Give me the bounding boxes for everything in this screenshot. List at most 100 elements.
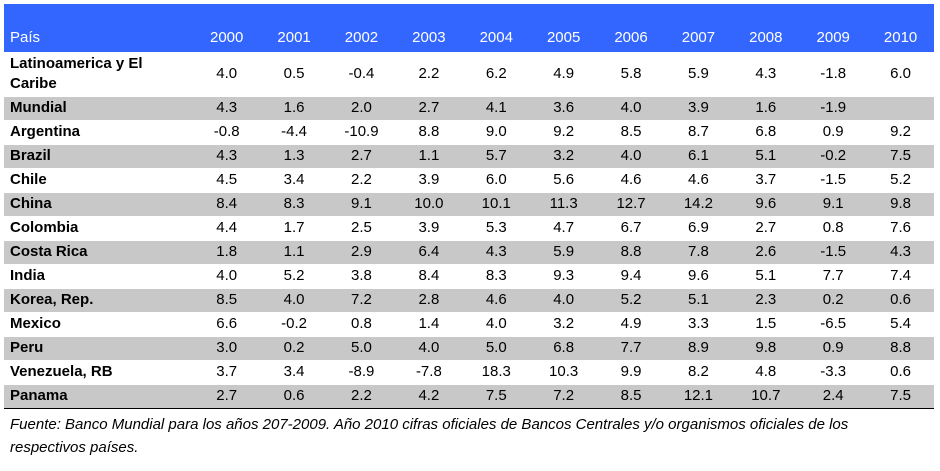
table-row: India 4.0 5.2 3.8 8.4 8.3 9.3 9.4 9.6 5.1 7.7 7.4 bbox=[4, 264, 935, 288]
growth-value: -7.8 bbox=[415, 363, 442, 380]
growth-value: 6.2 bbox=[485, 64, 507, 82]
growth-value: -6.5 bbox=[820, 315, 847, 332]
growth-value bbox=[867, 96, 934, 120]
growth-value: 4.0 bbox=[283, 291, 305, 308]
table-row: Mundial 4.3 1.6 2.0 2.7 4.1 3.6 4.0 3.9 1.6 -1.9 bbox=[4, 96, 935, 120]
growth-value: 5.2 bbox=[890, 171, 912, 188]
growth-value: 9.6 bbox=[688, 267, 709, 284]
growth-value: 4.9 bbox=[553, 64, 575, 82]
growth-value: 5.1 bbox=[755, 147, 777, 164]
growth-value: 8.8 bbox=[418, 123, 440, 140]
growth-value: 4.3 bbox=[216, 99, 238, 116]
growth-value: 5.9 bbox=[688, 64, 709, 82]
growth-value: 6.9 bbox=[688, 219, 709, 236]
growth-value: 0.9 bbox=[822, 123, 844, 140]
growth-value: 9.1 bbox=[351, 195, 372, 212]
table-row: Chile 4.5 3.4 2.2 3.9 6.0 5.6 4.6 4.6 3.7 -1.5 5.2 bbox=[4, 168, 935, 192]
growth-value: 8.5 bbox=[620, 387, 642, 404]
country-name: Korea, Rep. bbox=[10, 291, 94, 308]
growth-value: 4.3 bbox=[890, 243, 912, 260]
table-row: Latinoamerica y El Caribe 4.0 0.5 -0.4 2.2 6.… bbox=[4, 52, 935, 96]
growth-value: -0.2 bbox=[281, 315, 308, 332]
growth-value: 3.2 bbox=[553, 147, 575, 164]
growth-value: -8.9 bbox=[348, 363, 375, 380]
growth-value: 4.5 bbox=[216, 171, 238, 188]
growth-value: 9.8 bbox=[890, 195, 912, 212]
growth-value: 2.6 bbox=[755, 243, 777, 260]
table-row: China 8.4 8.3 9.1 10.0 10.1 11.3 12.7 14.2 9.6 9.1… bbox=[4, 192, 935, 216]
growth-value: 2.7 bbox=[351, 147, 372, 164]
growth-value: 8.5 bbox=[216, 291, 238, 308]
growth-value: 2.2 bbox=[418, 64, 440, 82]
growth-value: 5.4 bbox=[890, 315, 912, 332]
header-row: País 2000 2001 2002 2003 2004 2005 2006 2007 200… bbox=[4, 4, 935, 52]
growth-value: 5.3 bbox=[485, 219, 507, 236]
growth-value: 4.6 bbox=[688, 171, 709, 188]
growth-value: 8.4 bbox=[216, 195, 238, 212]
growth-value: 4.4 bbox=[216, 219, 238, 236]
growth-value: 1.7 bbox=[283, 219, 305, 236]
growth-value: 18.3 bbox=[481, 363, 511, 380]
growth-value: 9.0 bbox=[485, 123, 507, 140]
country-name: Peru bbox=[10, 339, 44, 356]
country-name: Costa Rica bbox=[10, 243, 88, 260]
growth-value: 3.9 bbox=[418, 219, 440, 236]
growth-value: 6.1 bbox=[688, 147, 709, 164]
growth-value: 8.7 bbox=[688, 123, 709, 140]
column-header-year: 2003 bbox=[412, 29, 446, 46]
table-row: Brazil 4.3 1.3 2.7 1.1 5.7 3.2 4.0 6.1 5.1 -0.2 7.5 bbox=[4, 144, 935, 168]
growth-value: 3.2 bbox=[553, 315, 575, 332]
country-name: Mundial bbox=[10, 99, 67, 116]
growth-value: 1.8 bbox=[216, 243, 238, 260]
growth-value: 8.9 bbox=[688, 339, 709, 356]
growth-value: 2.9 bbox=[351, 243, 372, 260]
growth-value: 2.0 bbox=[351, 99, 372, 116]
growth-value: 6.8 bbox=[755, 123, 777, 140]
growth-value: 0.2 bbox=[283, 339, 305, 356]
growth-value: 6.0 bbox=[890, 64, 912, 82]
growth-value: 11.3 bbox=[549, 195, 578, 212]
growth-value: 8.4 bbox=[418, 267, 440, 284]
growth-value: 12.7 bbox=[616, 195, 646, 212]
column-header-year: 2004 bbox=[479, 29, 513, 46]
growth-value: 7.7 bbox=[620, 339, 642, 356]
growth-value: 1.1 bbox=[418, 147, 440, 164]
growth-value: -1.9 bbox=[820, 99, 847, 116]
growth-value: 7.2 bbox=[553, 387, 575, 404]
growth-value: 1.1 bbox=[283, 243, 305, 260]
growth-value: 7.7 bbox=[822, 267, 844, 284]
growth-value: 7.4 bbox=[890, 267, 912, 284]
growth-value: 4.8 bbox=[755, 363, 777, 380]
document: País 2000 2001 2002 2003 2004 2005 2006 2007 200… bbox=[4, 4, 935, 459]
growth-value: 1.4 bbox=[418, 315, 440, 332]
growth-value: 4.6 bbox=[485, 291, 507, 308]
column-header-year: 2008 bbox=[749, 29, 783, 46]
growth-value: 1.5 bbox=[755, 315, 777, 332]
growth-value: 2.7 bbox=[418, 99, 440, 116]
growth-value: 9.4 bbox=[620, 267, 642, 284]
growth-value: 6.8 bbox=[553, 339, 575, 356]
growth-value: 4.2 bbox=[418, 387, 440, 404]
table-row: Costa Rica 1.8 1.1 2.9 6.4 4.3 5.9 8.8 7.8 2.6 -1.… bbox=[4, 240, 935, 264]
growth-value: 7.8 bbox=[688, 243, 709, 260]
growth-value: 5.2 bbox=[620, 291, 642, 308]
growth-value: 2.7 bbox=[755, 219, 777, 236]
growth-value: 9.6 bbox=[755, 195, 777, 212]
growth-value: 7.6 bbox=[890, 219, 912, 236]
growth-value: 1.6 bbox=[755, 99, 777, 116]
growth-value: 9.3 bbox=[553, 267, 575, 284]
growth-value: 5.0 bbox=[485, 339, 507, 356]
growth-value: 2.2 bbox=[351, 171, 372, 188]
growth-value: 5.9 bbox=[553, 243, 575, 260]
growth-value: 2.5 bbox=[351, 219, 372, 236]
growth-value: 14.2 bbox=[683, 195, 714, 212]
country-name: Chile bbox=[10, 171, 47, 188]
table-row: Korea, Rep. 8.5 4.0 7.2 2.8 4.6 4.0 5.2 5.1 2.3 0.… bbox=[4, 288, 935, 312]
growth-value: 2.7 bbox=[216, 387, 238, 404]
growth-value: 0.9 bbox=[822, 339, 844, 356]
growth-value: 10.1 bbox=[481, 195, 511, 212]
growth-value: 8.5 bbox=[620, 123, 642, 140]
growth-value: 10.3 bbox=[549, 363, 579, 380]
country-name: Mexico bbox=[10, 315, 61, 332]
growth-table: País 2000 2001 2002 2003 2004 2005 2006 2007 200… bbox=[4, 4, 935, 409]
